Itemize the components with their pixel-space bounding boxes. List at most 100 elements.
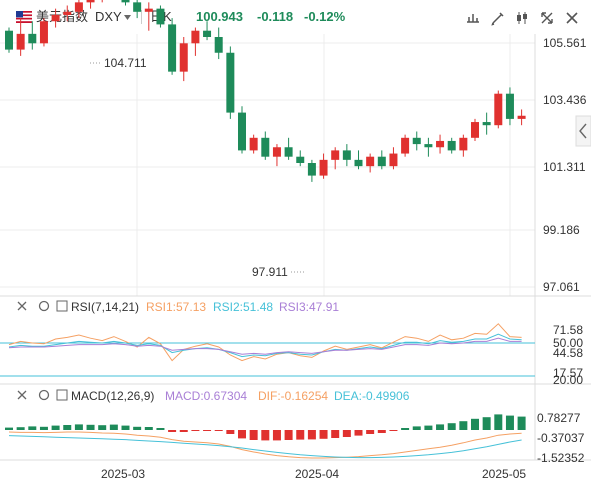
candle-body [401,137,410,154]
macd-bar [377,430,386,433]
macd-label: MACD(12,26,9) [71,389,154,403]
price-tick: 105.561 [543,36,587,50]
macd-tick: -0.37037 [537,431,585,445]
price-tick: 101.311 [543,160,586,174]
rsi-line-rsi3 [8,337,522,355]
macd-bar [63,425,72,430]
candle-body [412,137,421,145]
macd-bar [307,430,316,440]
gear-icon[interactable] [38,389,50,401]
candle-body [424,144,433,148]
macd-bar [51,425,60,430]
candle-body [226,52,235,113]
close-icon[interactable] [17,390,27,400]
macd-bar [16,427,25,430]
candle-body [342,150,351,160]
candle-body [284,147,293,157]
candle-body [144,8,153,12]
macd-bar [133,426,142,430]
macd-bar [261,430,270,441]
close-icon[interactable] [563,9,581,27]
time-axis: 2025-03 2025-04 2025-05 [101,467,526,481]
candle-body [482,122,491,126]
toggle-icon[interactable] [56,300,68,312]
dif-value: DIF:-0.16254 [258,389,328,403]
macd-bar [238,430,246,439]
symbol-selector[interactable]: DXY [95,9,122,24]
macd-bar [471,418,479,430]
macd-bar [168,430,177,432]
candle-body [28,33,37,44]
macd-bar [109,424,118,430]
instrument-name: 美元指数 [36,9,89,24]
candle-body [471,122,479,138]
candle-body [74,2,83,12]
rsi2-value: RSI2:51.48 [213,300,273,314]
candle-body [272,147,281,157]
caret-down-icon[interactable] [124,15,131,20]
candle-body [63,11,72,15]
candle-body [16,33,25,50]
candles [5,0,526,182]
macd-bar [412,426,421,430]
rsi-lines [8,323,522,362]
rsi-line-rsi1 [8,323,522,362]
macd-bar [424,425,433,430]
candle-body [377,156,386,167]
macd-bar [272,430,281,441]
macd-bar [296,430,305,440]
macd-bar [86,424,95,430]
candle-body [168,24,177,72]
candle-body [5,30,13,50]
rsi1-value: RSI1:57.13 [146,300,206,314]
candle-body [203,30,212,37]
candle-body [249,137,258,151]
rsi-label: RSI(7,14,21) [71,300,139,314]
fullscreen-icon[interactable] [538,9,556,27]
candle-body [319,159,328,176]
us-flag-icon [16,11,32,23]
candle-body [354,159,363,167]
price-tick: 103.436 [543,93,587,107]
candle-body [133,2,142,12]
macd-bar [389,430,398,431]
price-axis: 105.561 103.436 101.311 99.186 97.061 [543,36,587,294]
chevron-left-icon[interactable] [575,115,591,147]
macd-bar [5,427,13,430]
macd-bar [156,428,165,430]
gear-icon[interactable] [38,300,50,312]
macd-bar [179,430,188,432]
close-icon[interactable] [17,301,27,311]
macd-bar [39,426,48,430]
draw-tool-icon[interactable] [489,9,507,27]
macd-bar [331,430,340,438]
macd-bar [517,416,526,430]
price-grid [0,34,535,296]
macd-axis: 0.78277 -0.37037 -1.52352 [537,411,585,465]
rsi-tick: 20.00 [553,373,583,387]
rsi-tick: 17.57 [553,366,583,380]
macd-value: MACD:0.67304 [165,389,247,403]
macd-series [5,414,526,459]
macd-bar [401,428,410,430]
macd-bar [459,421,468,430]
rsi-tick: 50.00 [553,336,583,350]
macd-bar [226,430,235,434]
candle-body [261,137,270,157]
time-tick: 2025-03 [101,467,145,481]
candle-body [517,115,526,119]
macd-bar [482,417,491,430]
candle-body [331,150,340,160]
candle-style-icon[interactable] [513,9,531,27]
toggle-icon[interactable] [56,389,68,401]
rsi-axis: 71.58 50.00 44.58 17.57 20.00 [553,323,583,387]
indicator-settings-icon[interactable] [464,9,482,27]
candle-body [179,43,188,72]
rsi-line-rsi2 [8,333,522,358]
last-price: 100.943 [196,9,243,24]
macd-bar [436,424,445,430]
macd-bar [319,430,328,439]
macd-bar [505,415,514,430]
candle-body [459,137,468,151]
